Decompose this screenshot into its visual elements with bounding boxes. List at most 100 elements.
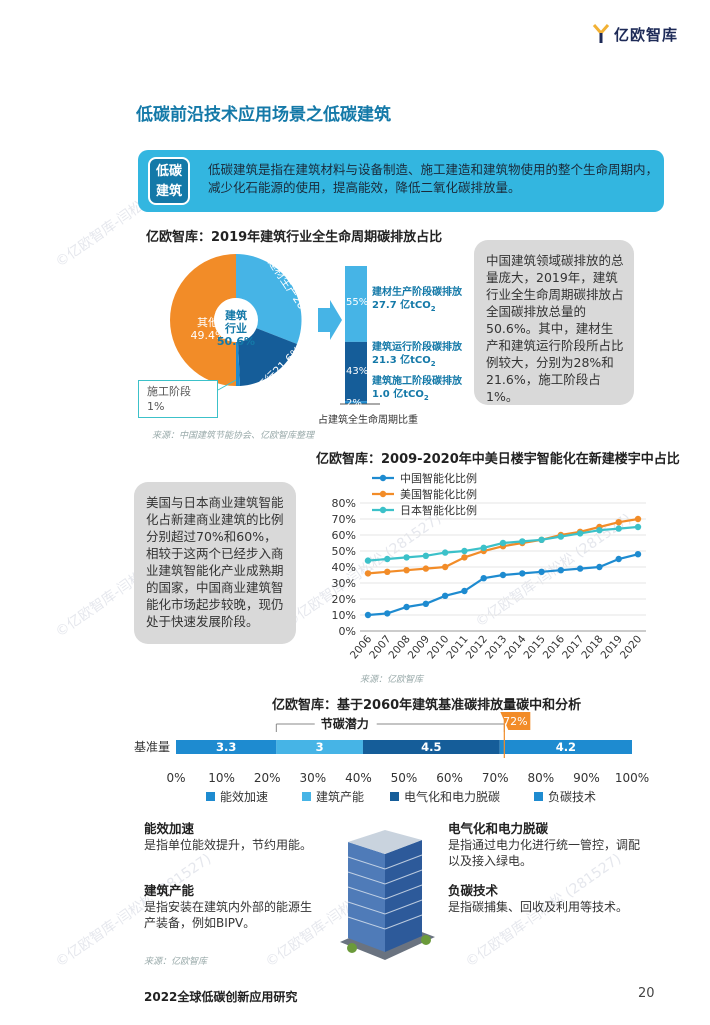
legend-entry: 电气化和电力脱碳 [404,789,500,804]
section1-title: 亿欧智库：2019年建筑行业全生命周期碳排放占比 [146,230,443,245]
series-point [596,527,603,534]
x-tick-label: 0% [166,771,185,785]
section3-source: 来源：亿欧智库 [144,957,208,967]
x-tick-label: 60% [436,771,463,785]
legend-entry: 中国智能化比例 [400,471,477,485]
series-point [480,575,487,582]
legend-entry: 负碳技术 [548,790,596,804]
report-title: 2022全球低碳创新应用研究 [144,990,298,1004]
series-point [634,523,642,531]
series-point [364,570,372,577]
desc-electrification: 电气化和电力脱碳 是指通过电力化进行统一管控，调配以及接入绿电。 [448,821,641,868]
y-tick-label: 40% [332,561,356,574]
potential-label: 节碳潜力 [321,716,369,731]
pie-slice-materials [236,254,302,344]
section1-source: 来源：中国建筑节能协会、亿欧智库整理 [152,431,315,441]
legend-entry: 美国智能化比例 [400,487,477,501]
legend-swatch [302,792,311,801]
x-tick-label: 90% [573,771,600,785]
definition-box [138,150,664,212]
x-tick-label: 10% [208,771,235,785]
donut-center-label: 建筑 行业 50.6% [216,309,256,348]
series-point [403,567,410,574]
series-point [441,549,449,556]
series-point [461,547,468,555]
x-tick-label: 40% [345,771,372,785]
y-tick-label: 60% [332,529,356,542]
series-point [557,567,565,574]
stack-bar-segment [345,341,367,402]
bar-value-label: 3.3 [216,740,236,754]
series-point [615,555,622,563]
pie-slice-construction [236,342,240,387]
donut-label-other: 其他 49.4% [190,316,226,342]
x-tick-label: 50% [391,771,418,785]
series-point [461,554,468,561]
section2-title: 亿欧智库：2009-2020年中美日楼宇智能化在新建楼宇中占比 [316,452,680,467]
brand-logo-icon [592,24,610,43]
definition-text: 低碳建筑是指在建筑材料与设备制造、施工建造和建筑物使用的整个生命周期内，减少化石… [208,162,659,195]
marker-flag [500,712,531,730]
y-tick-label: 80% [332,497,356,510]
y-tick-label: 70% [332,513,356,526]
stack-bar-segment [345,266,367,342]
pie-slice-operation [238,328,297,386]
series-point [538,536,545,543]
marker-label: 72% [503,715,527,728]
page-number: 20 [638,986,655,1001]
arrow-right-icon [318,300,342,340]
series-point [422,565,430,572]
x-tick-label: 100% [615,771,649,785]
x-tick-label: 30% [299,771,326,785]
stack-bar-segment [345,401,367,404]
series-point [384,568,391,575]
y-tick-label: 10% [332,609,356,622]
x-tick-label: 2020 [618,633,644,661]
desc-negative-carbon: 负碳技术 是指碳捕集、回收及利用等技术。 [448,883,629,914]
stack-value-materials: 55% [346,297,369,308]
series-point [596,563,603,571]
legend-swatch [534,792,543,801]
bar-segment [276,740,363,754]
building-illustration [340,830,435,960]
bar-segment [499,740,632,754]
section3-title: 亿欧智库：基于2060年建筑基准碳排放量碳中和分析 [272,698,582,713]
series-point [538,568,545,575]
brand-logo: 亿欧智库 [592,22,692,46]
series-point [576,530,584,537]
stack-label-materials: 建材生产阶段碳排放27.7 亿tCO2 [372,287,462,313]
legend-entry: 日本智能化比例 [400,503,477,517]
series-point [441,563,449,571]
bar-value-label: 4.5 [421,740,441,754]
y-tick-label: 50% [332,545,356,558]
section2-source: 来源：亿欧智库 [360,675,424,685]
x-tick-label: 80% [527,771,554,785]
smart-building-line-chart: 0%10%20%30%40%50%60%70%80%20062007200820… [332,471,646,661]
legend-entry: 能效加速 [220,789,268,804]
series-point [364,557,372,564]
series-point [634,515,642,523]
series-point [461,587,468,595]
page-title: 低碳前沿技术应用场景之低碳建筑 [136,105,391,125]
series-point [499,571,507,579]
lifecycle-chart [170,254,380,405]
bar-value-label: 4.2 [556,740,576,754]
series-point [615,525,622,532]
series-point [634,551,642,558]
series-point [422,600,430,607]
series-point [422,552,430,559]
construction-callout: 施工阶段 1% [138,380,218,418]
pie-slice-other [170,254,236,386]
series-point [499,539,507,547]
series-point [557,533,565,540]
series-point [576,565,584,572]
series-point [364,611,372,619]
section2-note: 美国与日本商业建筑智能化占新建商业建筑的比例分别超过70%和60%，相较于这两个… [134,482,296,644]
series-point [403,554,410,561]
callout-line [217,379,237,391]
row-label: 基准量 [134,740,170,754]
stack-axis-label: 占建筑全生命周期比重 [318,415,418,426]
y-tick-label: 20% [332,593,356,606]
series-point [384,610,391,617]
legend-swatch [206,792,215,801]
